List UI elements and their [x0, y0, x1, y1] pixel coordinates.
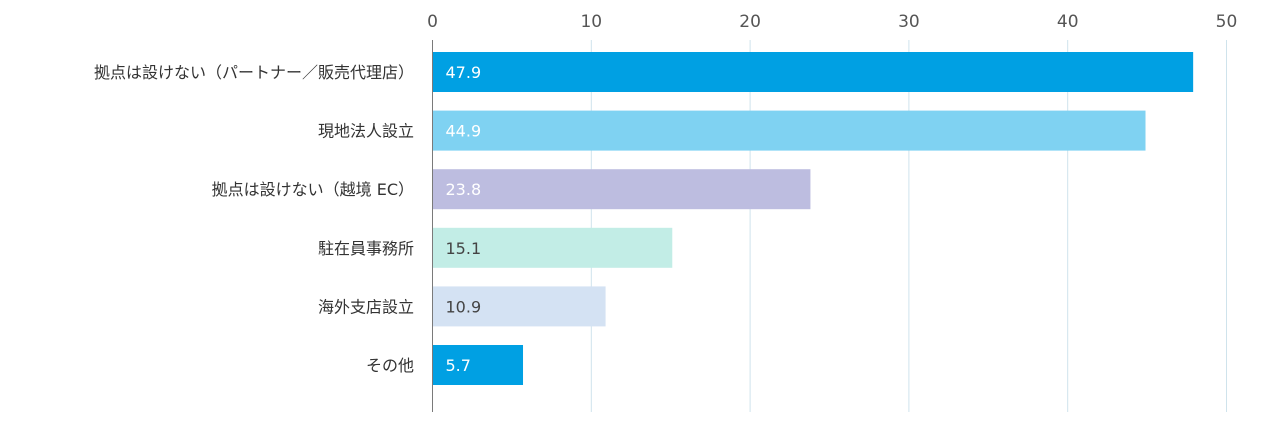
bar-1 [433, 110, 1146, 151]
bar-value-label: 47.9 [446, 63, 482, 82]
bar-value-label: 10.9 [446, 297, 482, 316]
x-axis-ticks: 0 10 20 30 40 50 [427, 12, 1237, 32]
bars: 47.9 44.9 23.8 15.1 10.9 5.7 [433, 52, 1194, 385]
gridlines [590, 40, 1227, 412]
bar-value-label: 15.1 [446, 239, 482, 258]
category-label: 拠点は設けない（パートナー／販売代理店） [94, 63, 414, 82]
bar-2 [433, 169, 811, 210]
bar-value-label: 44.9 [446, 122, 482, 141]
bar-3 [433, 227, 673, 268]
x-tick-label: 50 [1216, 12, 1238, 32]
x-tick-label: 30 [898, 12, 920, 32]
x-tick-label: 20 [739, 12, 761, 32]
bar-0 [433, 52, 1194, 92]
category-label: その他 [366, 356, 414, 375]
x-tick-label: 0 [427, 12, 438, 32]
category-label: 現地法人設立 [318, 122, 414, 141]
bar-value-label: 5.7 [446, 356, 471, 375]
category-label: 駐在員事務所 [318, 239, 414, 258]
x-tick-label: 10 [580, 12, 602, 32]
bar-5 [433, 345, 524, 385]
bar-4 [433, 286, 606, 327]
x-tick-label: 40 [1057, 12, 1079, 32]
bar-value-label: 23.8 [446, 180, 482, 199]
category-label: 海外支店設立 [318, 297, 414, 316]
category-label: 拠点は設けない（越境 EC） [212, 180, 414, 199]
